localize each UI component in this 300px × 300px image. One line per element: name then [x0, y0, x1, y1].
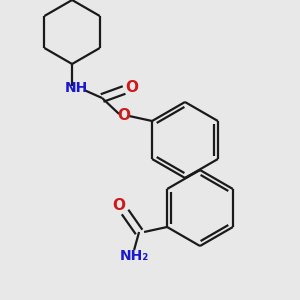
Text: O: O: [126, 80, 139, 95]
Text: NH₂: NH₂: [119, 249, 149, 263]
Text: O: O: [112, 199, 126, 214]
Text: O: O: [118, 109, 130, 124]
Text: NH: NH: [64, 81, 88, 95]
